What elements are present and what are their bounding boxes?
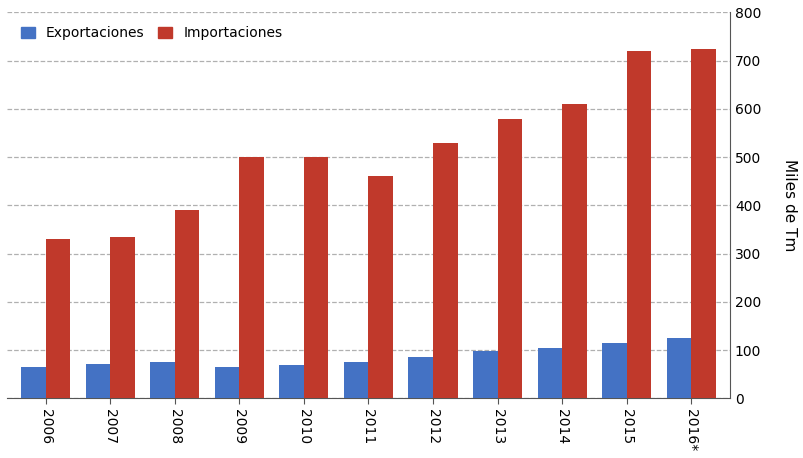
Y-axis label: Miles de Tm: Miles de Tm [781, 159, 796, 251]
Bar [408, 357, 433, 398]
Bar [601, 343, 626, 398]
Legend: Exportaciones, Importaciones: Exportaciones, Importaciones [14, 19, 289, 47]
Bar [666, 338, 691, 398]
Bar [472, 351, 497, 398]
Bar [368, 176, 393, 398]
Bar [174, 210, 199, 398]
Bar [691, 49, 715, 398]
Bar [110, 237, 135, 398]
Bar [344, 362, 368, 398]
Bar [626, 51, 650, 398]
Bar [561, 104, 586, 398]
Bar [150, 362, 174, 398]
Bar [214, 367, 239, 398]
Bar [433, 143, 457, 398]
Bar [279, 365, 304, 398]
Bar [21, 367, 46, 398]
Bar [46, 239, 70, 398]
Bar [304, 157, 328, 398]
Bar [86, 364, 110, 398]
Bar [239, 157, 263, 398]
Bar [497, 119, 521, 398]
Bar [537, 348, 561, 398]
